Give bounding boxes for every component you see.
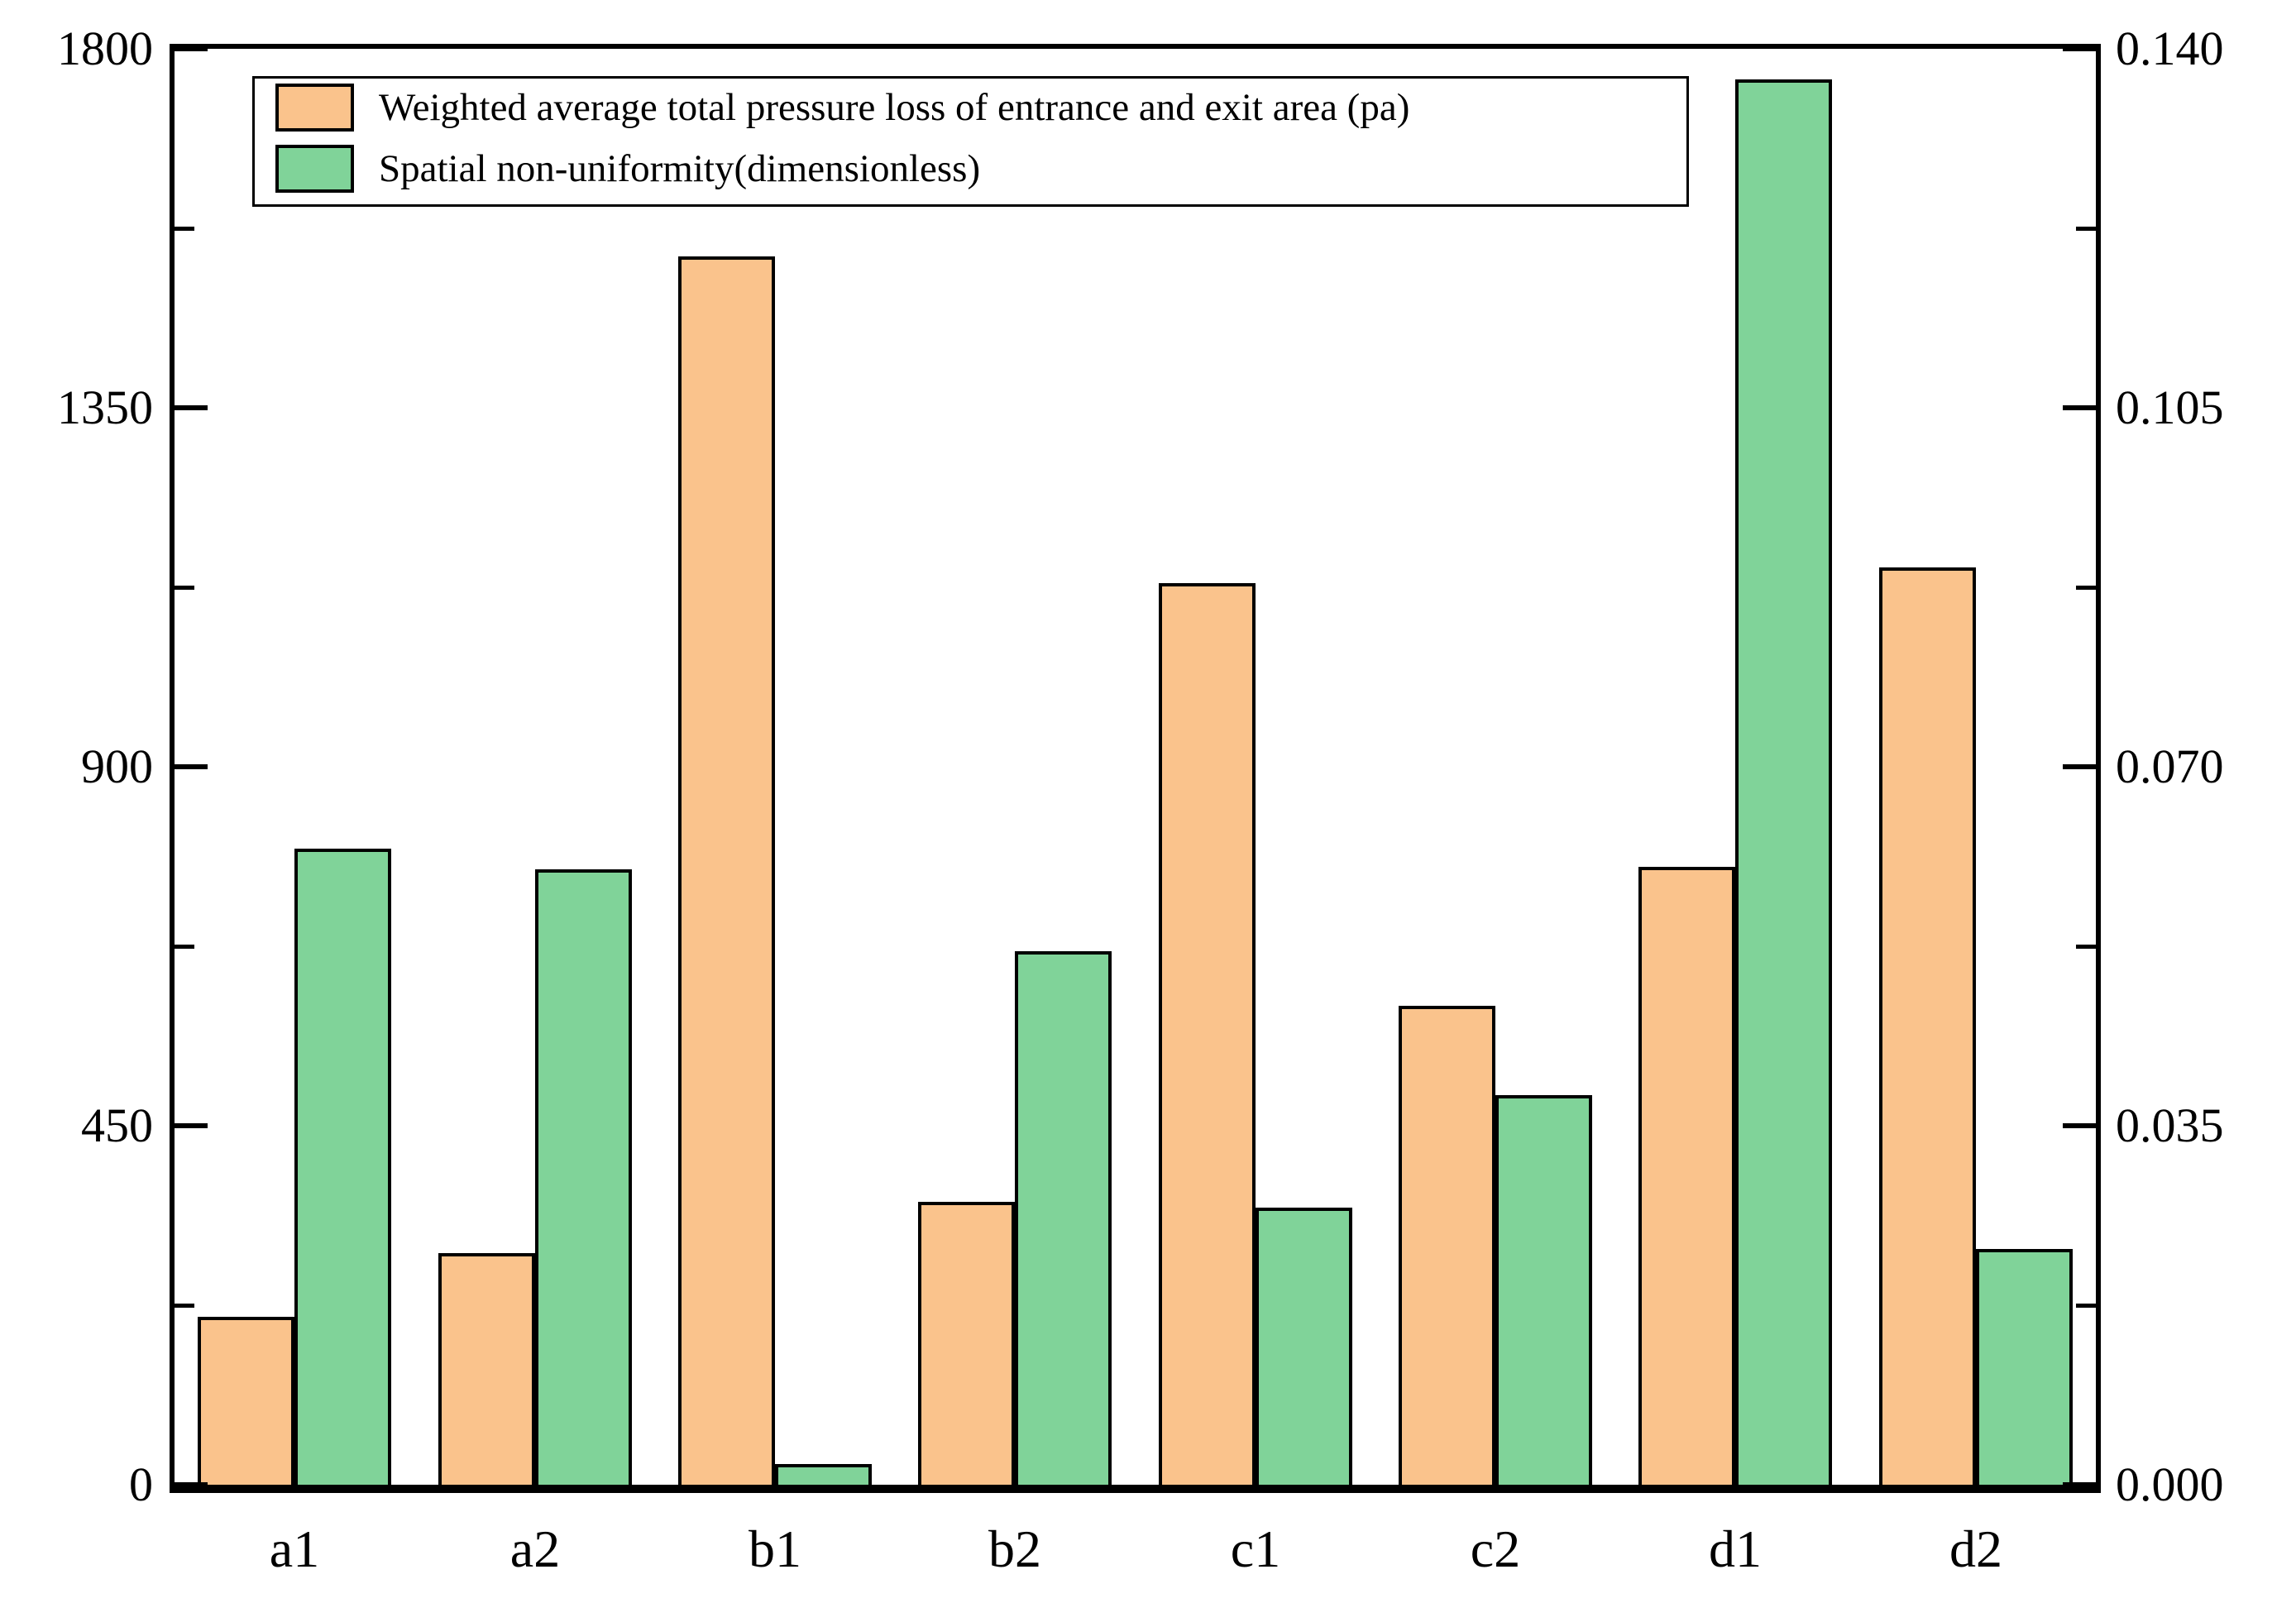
left-axis-minor-tick — [175, 945, 194, 949]
bar-c2-pressure-loss — [1399, 1006, 1495, 1485]
left-axis-minor-tick — [175, 227, 194, 231]
bar-b2-pressure-loss — [918, 1202, 1015, 1485]
category-label-c1: c1 — [1230, 1519, 1281, 1578]
right-axis-major-tick — [2063, 1123, 2096, 1128]
right-axis-tick-label: 0.035 — [2116, 1098, 2224, 1152]
bar-d1-non-uniformity — [1735, 79, 1832, 1485]
legend-label-pressure-loss: Weighted average total pressure loss of … — [379, 86, 1410, 129]
category-label-d2: d2 — [1949, 1519, 2002, 1578]
bar-b1-pressure-loss — [678, 256, 775, 1485]
category-label-a2: a2 — [509, 1519, 561, 1578]
left-axis-minor-tick — [175, 586, 194, 590]
right-axis-major-tick — [2063, 405, 2096, 410]
bar-c2-non-uniformity — [1495, 1095, 1592, 1485]
bar-a1-non-uniformity — [294, 849, 391, 1485]
bar-a1-pressure-loss — [198, 1317, 294, 1485]
category-label-b1: b1 — [749, 1519, 801, 1578]
bar-b1-non-uniformity — [775, 1464, 872, 1485]
left-axis-major-tick — [175, 46, 208, 51]
left-axis-tick-label: 1350 — [57, 380, 153, 434]
left-axis-major-tick — [175, 764, 208, 769]
right-axis-major-tick — [2063, 1482, 2096, 1487]
bar-d2-pressure-loss — [1879, 567, 1976, 1485]
right-axis-tick-label: 0.140 — [2116, 22, 2224, 75]
right-axis-tick-label: 0.000 — [2116, 1457, 2224, 1511]
bar-a2-pressure-loss — [438, 1253, 535, 1485]
category-label-b2: b2 — [988, 1519, 1041, 1578]
right-axis-minor-tick — [2076, 945, 2096, 949]
bar-b2-non-uniformity — [1015, 951, 1112, 1485]
right-axis-major-tick — [2063, 764, 2096, 769]
bar-c1-non-uniformity — [1256, 1208, 1352, 1485]
right-axis-tick-label: 0.070 — [2116, 739, 2224, 793]
left-axis-major-tick — [175, 405, 208, 410]
left-axis-major-tick — [175, 1123, 208, 1128]
category-label-d1: d1 — [1709, 1519, 1762, 1578]
legend-swatch-orange — [275, 84, 354, 132]
legend-label-non-uniformity: Spatial non-uniformity(dimensionless) — [379, 147, 981, 190]
left-axis-major-tick — [175, 1482, 208, 1487]
right-axis-minor-tick — [2076, 586, 2096, 590]
legend-box: Weighted average total pressure loss of … — [252, 76, 1689, 207]
right-axis-minor-tick — [2076, 1304, 2096, 1308]
bar-c1-pressure-loss — [1159, 583, 1256, 1485]
left-axis-tick-label: 1800 — [57, 22, 153, 75]
legend-item-pressure-loss: Weighted average total pressure loss of … — [255, 80, 1686, 138]
category-label-a1: a1 — [269, 1519, 320, 1578]
left-axis-tick-label: 450 — [81, 1098, 153, 1152]
left-axis-tick-label: 900 — [81, 739, 153, 793]
category-label-c2: c2 — [1470, 1519, 1521, 1578]
left-axis-minor-tick — [175, 1304, 194, 1308]
bar-d1-pressure-loss — [1638, 867, 1735, 1485]
plot-area — [170, 44, 2101, 1493]
bar-d2-non-uniformity — [1976, 1249, 2073, 1485]
left-axis-tick-label: 0 — [129, 1457, 153, 1511]
right-axis-minor-tick — [2076, 227, 2096, 231]
legend-swatch-green — [275, 145, 354, 193]
bar-a2-non-uniformity — [535, 869, 632, 1485]
legend-item-non-uniformity: Spatial non-uniformity(dimensionless) — [255, 141, 1686, 199]
right-axis-major-tick — [2063, 46, 2096, 51]
right-axis-tick-label: 0.105 — [2116, 380, 2224, 434]
